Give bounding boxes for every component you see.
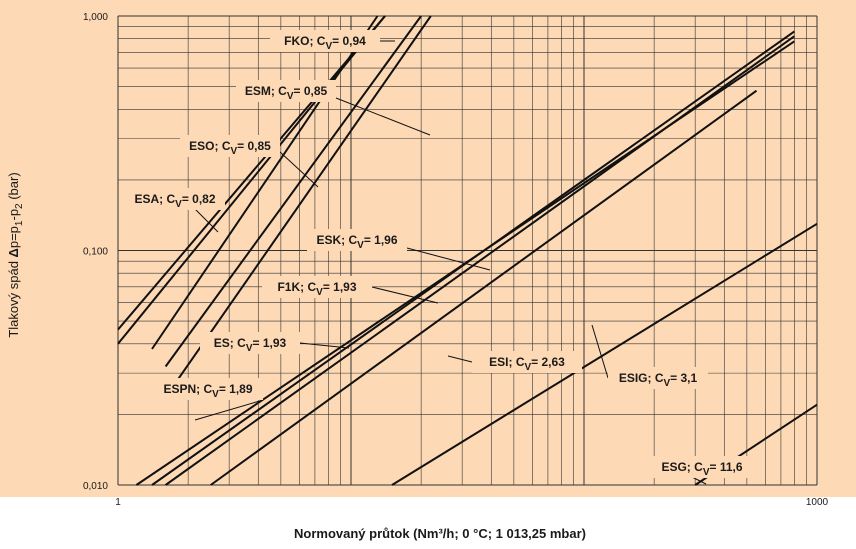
series-label-f1k: F1K; CV= 1,93 bbox=[262, 276, 439, 304]
series-label-text: FKO; CV= 0,94 bbox=[284, 34, 366, 52]
series-line bbox=[117, 15, 386, 331]
series-line bbox=[210, 89, 758, 486]
label-background bbox=[307, 229, 407, 251]
series-label-text: ESM; CV= 0,85 bbox=[245, 84, 328, 102]
label-background bbox=[262, 276, 372, 298]
series-label-text: ESG; CV= 11,6 bbox=[661, 460, 742, 478]
series-label-text: ESO; CV= 0,85 bbox=[189, 139, 271, 157]
label-background bbox=[153, 378, 263, 400]
series-label-eso: ESO; CV= 0,85 bbox=[180, 135, 319, 188]
series-label-text: ESPN; CV= 1,89 bbox=[163, 382, 252, 400]
label-background bbox=[270, 30, 380, 52]
gridlines bbox=[117, 15, 818, 486]
series-label-text: ES; CV= 1,93 bbox=[214, 336, 287, 354]
series-label-esk: ESK; CV= 1,96 bbox=[307, 229, 491, 271]
y-tick-label: 0,010 bbox=[83, 481, 108, 492]
series-label-text: F1K; CV= 1,93 bbox=[277, 280, 356, 298]
series-labels: FKO; CV= 0,94 ESM; CV= 0,85 ESO; CV= 0,85 E… bbox=[125, 30, 752, 485]
series-label-text: ESIG; CV= 3,1 bbox=[619, 371, 698, 389]
x-axis-title: Normovaný průtok (Nm³/h; 0 °C; 1 013,25 … bbox=[294, 526, 586, 541]
leader-line bbox=[406, 247, 491, 271]
series-label-esig: ESIG; CV= 3,1 bbox=[591, 324, 708, 389]
leader-line bbox=[591, 324, 609, 379]
series-label-es: ES; CV= 1,93 bbox=[200, 332, 350, 354]
label-background bbox=[125, 188, 225, 210]
x-tick-label: 1 bbox=[115, 497, 121, 508]
leader-line bbox=[194, 208, 219, 233]
label-background bbox=[472, 351, 582, 373]
label-background bbox=[236, 80, 336, 102]
series-line bbox=[151, 15, 379, 350]
series-label-esg: ESG; CV= 11,6 bbox=[652, 456, 752, 485]
leader-line bbox=[447, 355, 473, 363]
series-label-esm: ESM; CV= 0,85 bbox=[236, 80, 431, 136]
leader-line bbox=[279, 151, 319, 188]
series-label-text: ESK; CV= 1,96 bbox=[316, 233, 397, 251]
series-label-text: ESI; CV= 2,63 bbox=[489, 355, 565, 373]
label-background bbox=[180, 135, 280, 157]
leader-line bbox=[299, 342, 350, 349]
x-tick-label: 1000 bbox=[806, 497, 829, 508]
label-background bbox=[200, 332, 300, 354]
leader-line bbox=[335, 97, 431, 136]
leader-line bbox=[371, 286, 439, 304]
leader-line bbox=[194, 399, 264, 421]
label-background bbox=[608, 367, 708, 389]
series-line bbox=[391, 222, 818, 486]
label-background bbox=[652, 456, 752, 478]
series-label-text: ESA; CV= 0,82 bbox=[134, 192, 215, 210]
series-label-espn: ESPN; CV= 1,89 bbox=[153, 378, 264, 421]
y-tick-label: 0,100 bbox=[83, 247, 108, 258]
series-line bbox=[164, 15, 422, 368]
series-label-esa: ESA; CV= 0,82 bbox=[125, 188, 225, 233]
series-line bbox=[176, 15, 432, 381]
series-lines bbox=[117, 15, 818, 486]
chart-background bbox=[0, 0, 856, 497]
series-label-fko: FKO; CV= 0,94 bbox=[270, 30, 395, 52]
y-tick-label: 1,000 bbox=[83, 12, 108, 23]
y-axis-title: Tlakový spád Δp=p1-p2 (bar) bbox=[6, 172, 25, 337]
axis-ticks: 1 1000 1,000 0,100 0,010 bbox=[83, 12, 829, 508]
series-label-esi: ESI; CV= 2,63 bbox=[447, 351, 582, 373]
